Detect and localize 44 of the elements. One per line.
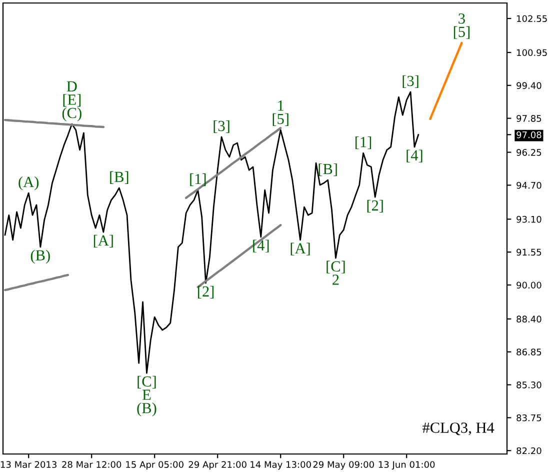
- annotation: D [E] (C): [62, 81, 82, 122]
- annotation: #CLQ3, H4: [422, 422, 494, 436]
- y-tick-label: 97.08: [516, 131, 542, 138]
- y-tick-label: 100.95: [517, 49, 547, 56]
- annotation: (A): [18, 176, 39, 190]
- y-tick-label: 102.55: [517, 15, 547, 22]
- line-series: [429, 42, 463, 120]
- x-tick-label: 14 May 13:00: [250, 461, 311, 470]
- y-tick-label: 88.40: [516, 316, 542, 323]
- annotation: [3]: [402, 75, 418, 88]
- y-tick-label: 99.40: [516, 82, 542, 89]
- annotation: 1 [5]: [272, 100, 288, 126]
- y-tick-label: 91.55: [516, 248, 542, 256]
- x-tick-label: 13 Mar 2013: [0, 461, 56, 468]
- annotation: [A]: [290, 242, 310, 256]
- y-tick-label: 82.20: [516, 447, 542, 454]
- annotation: [2]: [367, 200, 383, 212]
- x-tick-label: 29 Apr 21:00: [188, 461, 246, 470]
- y-tick-label: 83.75: [516, 414, 542, 422]
- annotation: [B]: [318, 163, 337, 176]
- y-tick-label: 86.85: [516, 348, 542, 356]
- y-tick-label: 97.85: [516, 115, 542, 122]
- y-tick-label: 94.70: [516, 182, 542, 189]
- annotation: [1]: [356, 136, 372, 150]
- annotation: [C] E (B): [137, 376, 156, 416]
- x-tick-label: 13 Jun 01:00: [378, 461, 435, 470]
- annotation: (B): [30, 250, 50, 264]
- y-tick-label: 85.30: [516, 382, 542, 388]
- x-tick-label: 15 Apr 05:00: [126, 461, 184, 470]
- y-tick-label: 90.00: [516, 282, 542, 289]
- y-tick-label: 96.25: [516, 149, 542, 156]
- annotation: 3 [5]: [454, 13, 470, 39]
- x-tick-label: 28 Mar 12:00: [62, 461, 122, 468]
- y-tick-label: 93.10: [516, 216, 542, 223]
- annotation: [C] 2: [326, 260, 345, 285]
- annotation: [1]: [190, 173, 206, 186]
- annotation: [A]: [94, 234, 113, 248]
- annotation: [4]: [253, 240, 269, 252]
- annotation: [3]: [214, 120, 230, 133]
- annotation: [4]: [406, 150, 422, 162]
- x-tick-label: 29 May 09:00: [313, 461, 374, 470]
- line-series: [4, 274, 70, 292]
- annotation: [B]: [110, 171, 128, 184]
- annotation: [2]: [198, 286, 214, 298]
